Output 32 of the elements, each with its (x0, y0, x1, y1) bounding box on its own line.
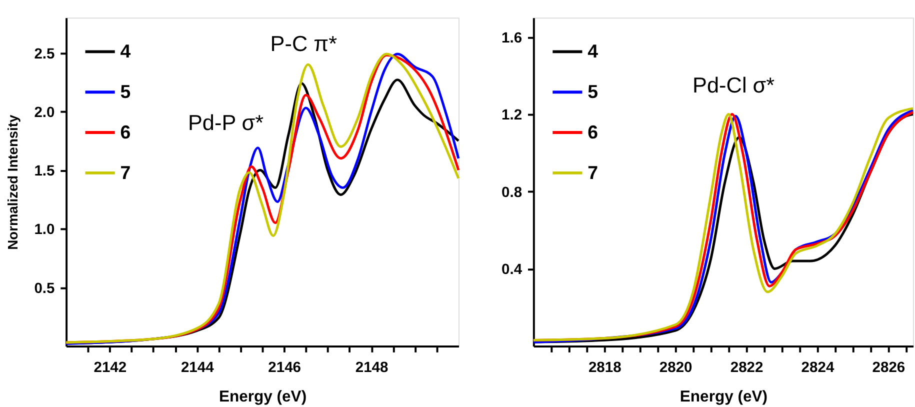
x-tick-label: 2818 (588, 360, 622, 376)
legend-label: 5 (120, 81, 131, 102)
x-tick-label: 2146 (268, 360, 301, 376)
x-axis-title: Energy (eV) (680, 388, 768, 406)
annotation: Pd-P σ* (188, 110, 264, 136)
legend-label: 5 (588, 81, 598, 102)
x-tick-label: 2144 (180, 360, 215, 376)
y-tick-label: 0.5 (34, 280, 55, 297)
x-tick-label: 2826 (872, 360, 906, 376)
x-tick-label: 2824 (801, 360, 835, 376)
y-tick-label: 1.2 (502, 108, 522, 124)
legend-label: 4 (120, 40, 132, 62)
y-tick-label: 0.4 (502, 262, 523, 278)
legend-label: 7 (120, 162, 131, 183)
legend-label: 6 (588, 121, 598, 142)
annotation: Pd-Cl σ* (692, 72, 776, 98)
legend-label: 4 (588, 40, 599, 62)
x-tick-label: 2148 (355, 360, 388, 376)
y-axis-title: Normalized Intensity (5, 114, 20, 250)
y-tick-label: 1.6 (502, 30, 522, 46)
y-tick-label: 2.5 (34, 46, 55, 62)
annotation: P-C π* (270, 31, 338, 56)
y-tick-label: 0.8 (502, 184, 522, 201)
y-tick-label: 1.0 (34, 222, 55, 238)
x-tick-label: 2820 (659, 360, 692, 376)
x-axis-title: Energy (eV) (218, 388, 307, 406)
x-tick-label: 2142 (94, 360, 127, 376)
x-tick-label: 2822 (730, 360, 764, 376)
legend-label: 6 (120, 121, 131, 142)
legend-label: 7 (588, 162, 598, 183)
y-tick-label: 2.0 (34, 104, 55, 121)
y-tick-label: 1.5 (34, 164, 55, 180)
